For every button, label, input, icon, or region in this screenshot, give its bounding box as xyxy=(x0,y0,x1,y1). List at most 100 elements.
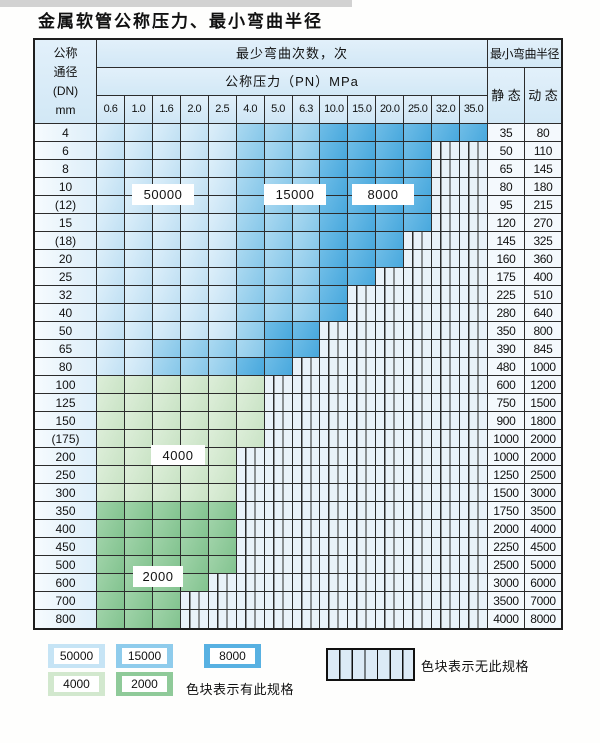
spec-cell xyxy=(264,358,293,376)
static-radius-cell: 390 xyxy=(488,340,525,358)
spec-cell xyxy=(292,178,321,196)
dynamic-radius-cell: 640 xyxy=(525,304,561,322)
spec-cell xyxy=(208,430,237,448)
no-spec-cell xyxy=(376,610,405,628)
spec-cell xyxy=(152,556,181,574)
no-spec-cell xyxy=(236,538,265,556)
dn-header-line: mm xyxy=(55,103,76,117)
dynamic-radius-cell: 360 xyxy=(525,250,561,268)
no-spec-cell xyxy=(348,394,377,412)
spec-cell xyxy=(152,538,181,556)
spec-cell xyxy=(236,340,265,358)
spec-cell xyxy=(152,322,181,340)
legend-swatch-label: 4000 xyxy=(54,676,99,692)
static-column-header: 静 态 xyxy=(488,68,525,124)
page-title: 金属软管公称压力、最小弯曲半径 xyxy=(38,12,323,32)
spec-cell xyxy=(97,556,125,574)
spec-cell xyxy=(208,466,237,484)
spec-cell xyxy=(320,142,349,160)
dynamic-radius-cell: 1500 xyxy=(525,394,561,412)
legend-swatch-label: 2000 xyxy=(122,676,167,692)
dynamic-radius-cell: 8000 xyxy=(525,610,561,628)
spec-cell xyxy=(404,160,433,178)
spec-cell xyxy=(152,232,181,250)
dn-cell: 20 xyxy=(35,250,97,268)
spec-cell xyxy=(460,124,488,142)
static-radius-cell: 2250 xyxy=(488,538,525,556)
spec-cell xyxy=(180,160,209,178)
pressure-col-header: 20.0 xyxy=(376,96,405,124)
no-spec-cell xyxy=(348,574,377,592)
dynamic-radius-cell: 80 xyxy=(525,124,561,142)
spec-cell xyxy=(292,322,321,340)
no-spec-cell xyxy=(264,520,293,538)
spec-cell xyxy=(180,502,209,520)
dynamic-radius-cell: 5000 xyxy=(525,556,561,574)
no-spec-cell xyxy=(376,358,405,376)
spec-cell xyxy=(180,484,209,502)
spec-cell xyxy=(124,448,153,466)
spec-cell xyxy=(180,394,209,412)
no-spec-cell xyxy=(264,466,293,484)
dn-cell: 600 xyxy=(35,574,97,592)
no-spec-cell xyxy=(460,538,488,556)
spec-cell xyxy=(320,214,349,232)
static-radius-cell: 120 xyxy=(488,214,525,232)
spec-cell xyxy=(264,304,293,322)
no-spec-cell xyxy=(404,268,433,286)
spec-cell xyxy=(97,538,125,556)
no-spec-cell xyxy=(460,250,488,268)
spec-cell xyxy=(236,358,265,376)
no-spec-cell xyxy=(264,538,293,556)
spec-cell xyxy=(97,322,125,340)
spec-cell xyxy=(208,178,237,196)
spec-cell xyxy=(404,124,433,142)
no-spec-cell xyxy=(432,178,461,196)
no-spec-cell xyxy=(208,592,237,610)
spec-cell xyxy=(320,286,349,304)
pressure-col-header: 2.5 xyxy=(208,96,237,124)
spec-cell xyxy=(152,340,181,358)
no-spec-cell xyxy=(376,466,405,484)
no-spec-cell xyxy=(460,430,488,448)
spec-cell xyxy=(180,268,209,286)
spec-cell xyxy=(180,178,209,196)
spec-cell xyxy=(320,160,349,178)
legend-no-spec-text: 色块表示无此规格 xyxy=(421,659,530,674)
spec-cell xyxy=(208,160,237,178)
spec-cell xyxy=(236,214,265,232)
legend-swatch-4000: 4000 xyxy=(48,672,105,696)
spec-cell xyxy=(236,160,265,178)
spec-cell xyxy=(124,358,153,376)
spec-cell xyxy=(208,286,237,304)
spec-cell xyxy=(180,232,209,250)
spec-cell xyxy=(152,124,181,142)
spec-cell xyxy=(320,196,349,214)
no-spec-cell xyxy=(320,412,349,430)
no-spec-cell xyxy=(404,376,433,394)
no-spec-cell xyxy=(432,142,461,160)
spec-cell xyxy=(180,466,209,484)
dn-cell: 8 xyxy=(35,160,97,178)
spec-cell xyxy=(376,142,405,160)
no-spec-cell xyxy=(460,448,488,466)
spec-cell xyxy=(236,268,265,286)
spec-cell xyxy=(124,304,153,322)
no-spec-cell xyxy=(348,520,377,538)
no-spec-cell xyxy=(348,484,377,502)
static-radius-cell: 1750 xyxy=(488,502,525,520)
static-radius-cell: 480 xyxy=(488,358,525,376)
spec-cell xyxy=(97,376,125,394)
no-spec-cell xyxy=(376,286,405,304)
no-spec-cell xyxy=(292,556,321,574)
no-spec-cell xyxy=(432,286,461,304)
no-spec-cell xyxy=(460,592,488,610)
no-spec-cell xyxy=(236,520,265,538)
spec-cell xyxy=(376,250,405,268)
static-radius-cell: 750 xyxy=(488,394,525,412)
no-spec-cell xyxy=(320,538,349,556)
no-spec-cell xyxy=(320,376,349,394)
no-spec-cell xyxy=(320,448,349,466)
spec-cell xyxy=(180,556,209,574)
no-spec-cell xyxy=(404,556,433,574)
